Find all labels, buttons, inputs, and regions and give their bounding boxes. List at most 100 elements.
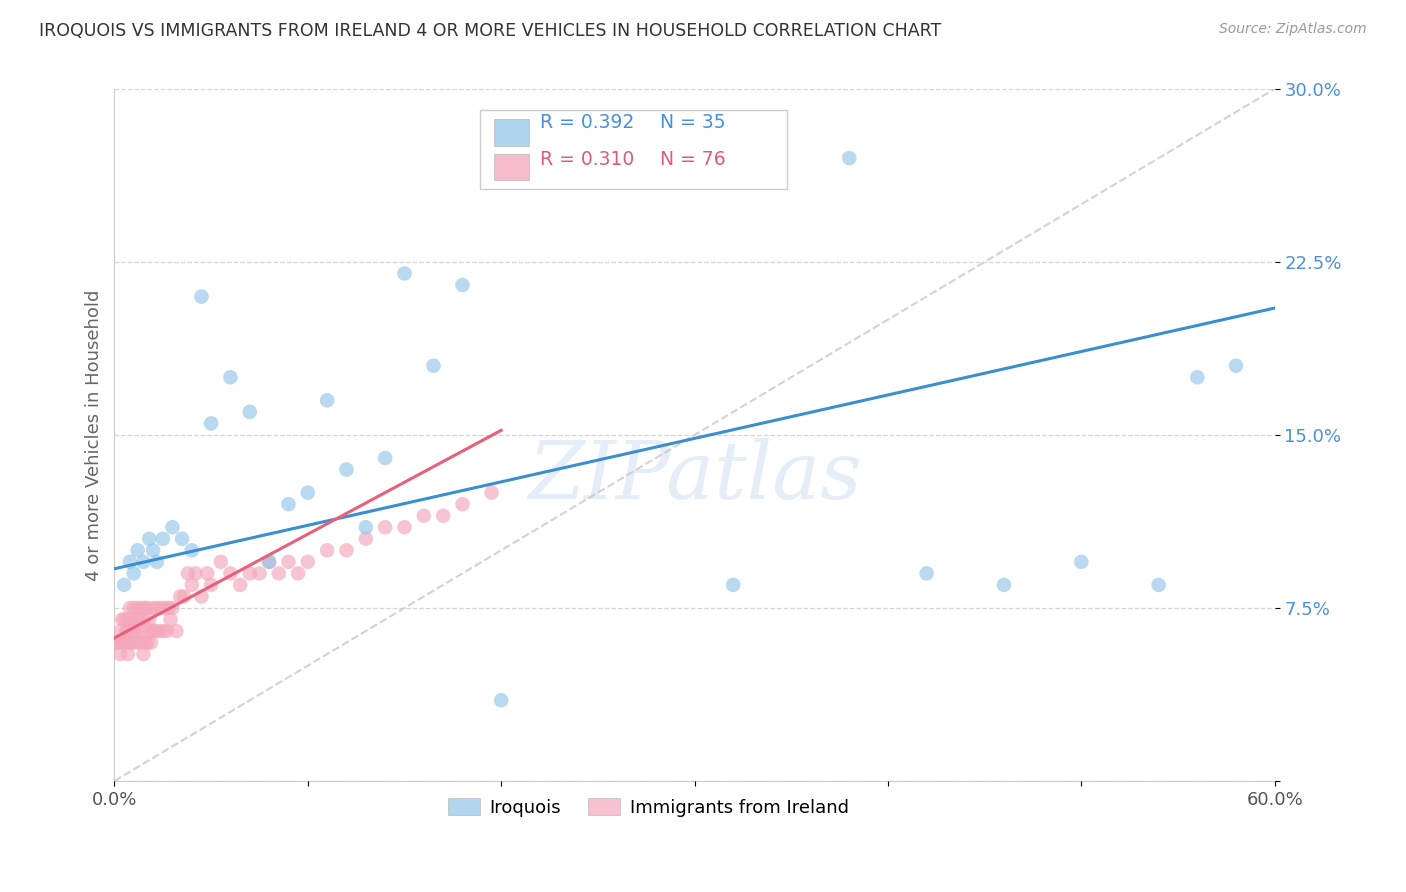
Immigrants from Ireland [190, 590, 212, 604]
Immigrants from Ireland [316, 543, 339, 558]
Iroquois [127, 543, 149, 558]
Iroquois [142, 543, 165, 558]
Immigrants from Ireland [136, 635, 159, 649]
Immigrants from Ireland [128, 613, 150, 627]
Immigrants from Ireland [105, 635, 128, 649]
Iroquois [721, 578, 744, 592]
Iroquois [394, 267, 416, 281]
Immigrants from Ireland [169, 590, 191, 604]
Iroquois [152, 532, 174, 546]
Immigrants from Ireland [136, 601, 159, 615]
Iroquois [219, 370, 242, 384]
Immigrants from Ireland [122, 624, 145, 638]
Iroquois [1225, 359, 1247, 373]
Immigrants from Ireland [142, 624, 165, 638]
Iroquois [200, 417, 222, 431]
Iroquois [118, 555, 141, 569]
Iroquois [354, 520, 377, 534]
Immigrants from Ireland [148, 624, 170, 638]
Iroquois [489, 693, 512, 707]
Iroquois [132, 555, 155, 569]
Immigrants from Ireland [131, 624, 153, 638]
Iroquois [422, 359, 444, 373]
Immigrants from Ireland [287, 566, 309, 581]
Iroquois [1070, 555, 1092, 569]
Immigrants from Ireland [112, 613, 135, 627]
Immigrants from Ireland [200, 578, 222, 592]
Immigrants from Ireland [153, 601, 176, 615]
Immigrants from Ireland [111, 635, 134, 649]
Immigrants from Ireland [249, 566, 271, 581]
Immigrants from Ireland [146, 601, 169, 615]
Immigrants from Ireland [451, 497, 474, 511]
Immigrants from Ireland [138, 613, 160, 627]
Immigrants from Ireland [122, 601, 145, 615]
Immigrants from Ireland [141, 635, 163, 649]
Iroquois [112, 578, 135, 592]
Immigrants from Ireland [117, 624, 139, 638]
Immigrants from Ireland [138, 624, 160, 638]
Iroquois [172, 532, 194, 546]
Immigrants from Ireland [149, 601, 172, 615]
Immigrants from Ireland [132, 647, 155, 661]
FancyBboxPatch shape [494, 154, 529, 180]
Immigrants from Ireland [132, 613, 155, 627]
Iroquois [180, 543, 202, 558]
Immigrants from Ireland [143, 624, 166, 638]
Immigrants from Ireland [127, 601, 149, 615]
Iroquois [993, 578, 1015, 592]
Immigrants from Ireland [229, 578, 252, 592]
FancyBboxPatch shape [494, 120, 529, 145]
Iroquois [277, 497, 299, 511]
Immigrants from Ireland [111, 613, 134, 627]
Immigrants from Ireland [152, 624, 174, 638]
Immigrants from Ireland [209, 555, 232, 569]
Immigrants from Ireland [177, 566, 200, 581]
Immigrants from Ireland [297, 555, 319, 569]
Immigrants from Ireland [121, 635, 143, 649]
Text: N = 35: N = 35 [659, 113, 725, 132]
Legend: Iroquois, Immigrants from Ireland: Iroquois, Immigrants from Ireland [440, 791, 856, 824]
Iroquois [838, 151, 860, 165]
Immigrants from Ireland [127, 624, 149, 638]
Iroquois [335, 462, 357, 476]
Immigrants from Ireland [374, 520, 396, 534]
Text: R = 0.392: R = 0.392 [540, 113, 634, 132]
Immigrants from Ireland [267, 566, 290, 581]
Iroquois [257, 555, 280, 569]
Immigrants from Ireland [335, 543, 357, 558]
Y-axis label: 4 or more Vehicles in Household: 4 or more Vehicles in Household [86, 289, 103, 581]
Immigrants from Ireland [117, 613, 139, 627]
Immigrants from Ireland [239, 566, 262, 581]
Immigrants from Ireland [257, 555, 280, 569]
Text: Source: ZipAtlas.com: Source: ZipAtlas.com [1219, 22, 1367, 37]
Immigrants from Ireland [128, 635, 150, 649]
Text: ZIPatlas: ZIPatlas [527, 438, 862, 516]
Immigrants from Ireland [432, 508, 454, 523]
Immigrants from Ireland [157, 601, 180, 615]
Immigrants from Ireland [115, 624, 138, 638]
Immigrants from Ireland [159, 613, 181, 627]
Iroquois [162, 520, 184, 534]
Iroquois [316, 393, 339, 408]
Iroquois [451, 277, 474, 292]
Immigrants from Ireland [162, 601, 184, 615]
Immigrants from Ireland [173, 590, 195, 604]
Immigrants from Ireland [131, 601, 153, 615]
Immigrants from Ireland [277, 555, 299, 569]
Iroquois [374, 450, 396, 465]
Immigrants from Ireland [134, 635, 156, 649]
Immigrants from Ireland [195, 566, 218, 581]
Immigrants from Ireland [354, 532, 377, 546]
Immigrants from Ireland [394, 520, 416, 534]
Immigrants from Ireland [219, 566, 242, 581]
Iroquois [1187, 370, 1209, 384]
Iroquois [1147, 578, 1170, 592]
Immigrants from Ireland [108, 647, 131, 661]
Iroquois [297, 485, 319, 500]
Iroquois [138, 532, 160, 546]
Immigrants from Ireland [142, 601, 165, 615]
Immigrants from Ireland [134, 601, 156, 615]
FancyBboxPatch shape [479, 110, 787, 189]
Text: IROQUOIS VS IMMIGRANTS FROM IRELAND 4 OR MORE VEHICLES IN HOUSEHOLD CORRELATION : IROQUOIS VS IMMIGRANTS FROM IRELAND 4 OR… [39, 22, 942, 40]
